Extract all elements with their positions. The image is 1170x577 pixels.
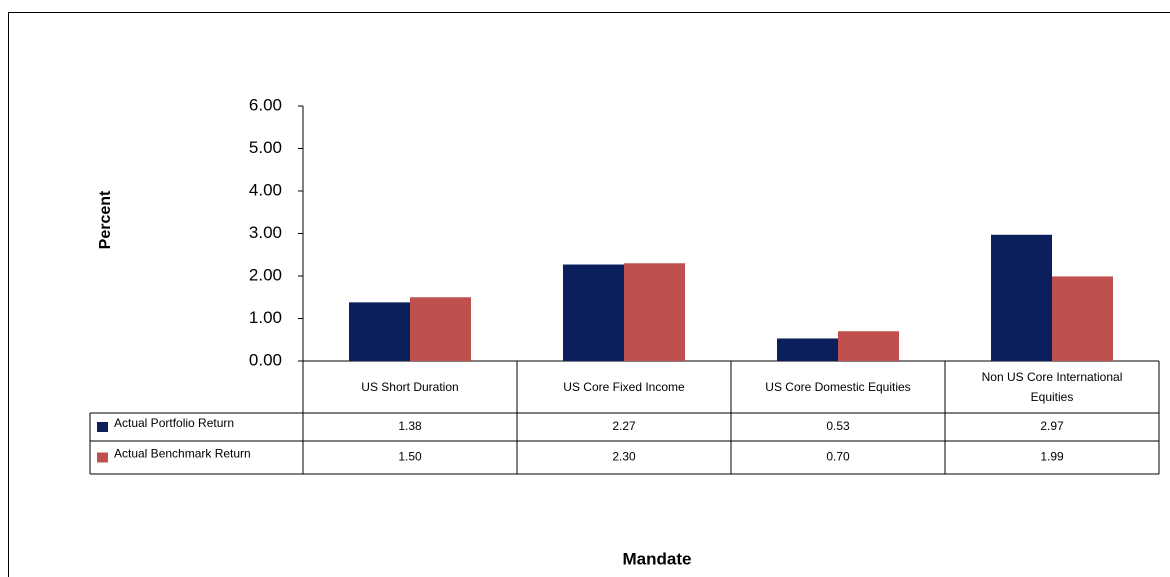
x-tick-label: US Short Duration <box>361 380 459 394</box>
table-value: 0.53 <box>826 419 850 433</box>
x-axis-title: Mandate <box>623 549 692 568</box>
y-tick-label: 5.00 <box>249 138 282 157</box>
bar <box>991 234 1052 361</box>
table-value: 1.99 <box>1040 450 1064 464</box>
y-tick-label: 0.00 <box>249 350 282 369</box>
y-axis-title: Percent <box>97 190 114 249</box>
bar <box>624 263 685 361</box>
bar <box>563 264 624 361</box>
x-tick-label: US Core Domestic Equities <box>765 380 911 394</box>
bar <box>1052 276 1113 361</box>
table-value: 2.27 <box>612 419 636 433</box>
x-tick-label: Non US Core International Equities <box>981 370 1123 404</box>
y-tick-label: 6.00 <box>249 95 282 114</box>
bar <box>349 302 410 361</box>
legend-swatch <box>97 422 108 432</box>
x-tick-label-box: US Short Duration <box>361 380 459 394</box>
legend-label: Actual Benchmark Return <box>114 447 251 461</box>
legend-swatch <box>97 452 108 463</box>
bar <box>838 331 899 361</box>
table-value: 1.38 <box>398 419 422 433</box>
table-value: 2.97 <box>1040 419 1064 433</box>
y-tick-label: 2.00 <box>249 265 282 284</box>
x-tick-label: US Core Fixed Income <box>563 380 685 394</box>
x-tick-label-box: US Core Domestic Equities <box>765 380 911 394</box>
y-tick-label: 4.00 <box>249 180 282 199</box>
bar <box>777 338 838 361</box>
table-value: 2.30 <box>612 450 636 464</box>
chart-border <box>8 12 1170 577</box>
y-tick-label: 1.00 <box>249 308 282 327</box>
legend-label: Actual Portfolio Return <box>114 416 234 430</box>
x-tick-label-box: Non US Core International Equities <box>981 370 1123 404</box>
table-value: 0.70 <box>826 450 850 464</box>
x-tick-label-box: US Core Fixed Income <box>563 380 685 394</box>
bar <box>410 297 471 361</box>
table-value: 1.50 <box>398 450 422 464</box>
y-tick-label: 3.00 <box>249 223 282 242</box>
